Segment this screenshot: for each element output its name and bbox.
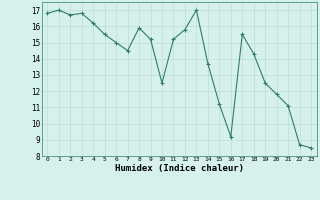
X-axis label: Humidex (Indice chaleur): Humidex (Indice chaleur) [115,164,244,173]
